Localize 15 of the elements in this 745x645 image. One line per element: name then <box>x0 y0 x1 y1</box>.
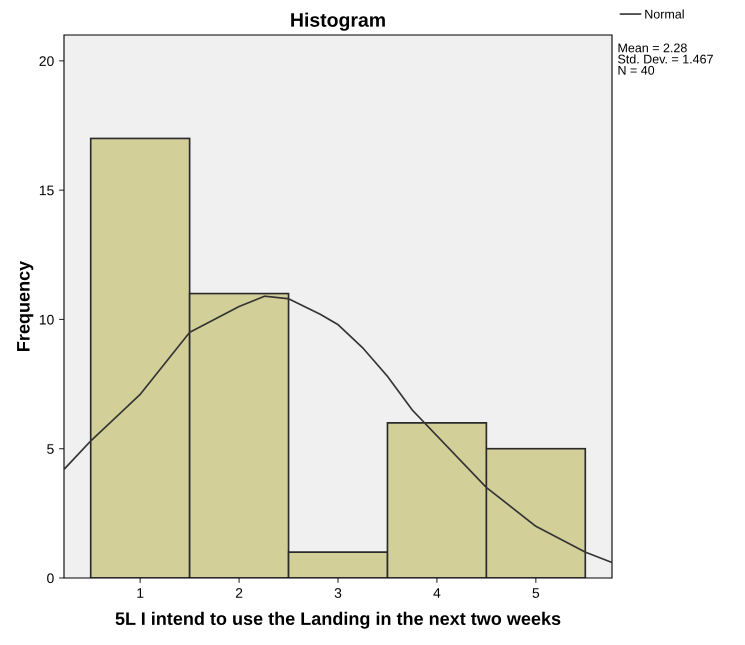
y-tick-label: 5 <box>47 444 54 454</box>
x-tick-label: 2 <box>236 588 242 598</box>
y-tick-label: 20 <box>40 56 54 66</box>
y-tick-label: 0 <box>47 573 54 584</box>
y-tick-label: 15 <box>40 186 54 196</box>
x-tick-label: 3 <box>334 588 342 598</box>
chart-title: Histogram <box>291 12 385 31</box>
x-axis-title: 5L I intend to use the Landing in the next two weeks <box>116 612 560 629</box>
x-tick-label: 5 <box>532 588 540 598</box>
text: Mean = 2.28 Std. Dev. = 1.467 N = 40 <box>618 43 713 75</box>
x-tick-label: 1 <box>137 588 144 598</box>
y-axis-title: Frequency <box>17 260 34 351</box>
y-tick-label: 10 <box>40 314 54 325</box>
legend-label: Normal <box>645 9 684 19</box>
x-tick-label: 4 <box>433 588 440 598</box>
